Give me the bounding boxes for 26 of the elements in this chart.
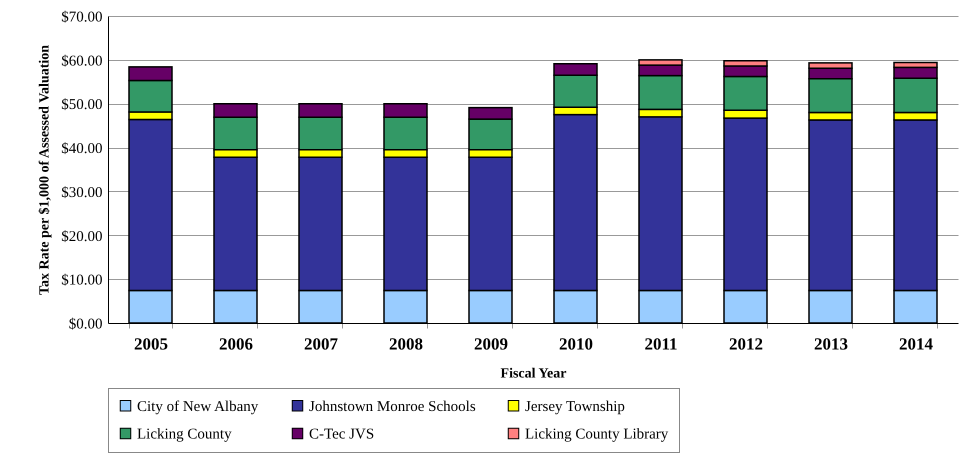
y-axis-title: Tax Rate per $1,000 of Assessed Valuation	[37, 44, 52, 296]
x-tick-label: 2007	[304, 334, 338, 354]
x-tick-label: 2010	[559, 334, 593, 354]
legend-label: City of New Albany	[137, 398, 259, 415]
x-tick-label: 2013	[814, 334, 848, 354]
y-tick-label: $10.00	[61, 272, 102, 289]
legend-label: Johnstown Monroe Schools	[309, 398, 476, 415]
x-tick-label: 2006	[219, 334, 253, 354]
legend-label: C-Tec JVS	[309, 426, 374, 442]
y-tick-label: $0.00	[68, 316, 102, 332]
legend-label: Licking County	[137, 426, 232, 442]
x-tick-label: 2008	[389, 334, 423, 354]
y-tick-label: $40.00	[61, 141, 102, 158]
x-tick-label: 2011	[644, 334, 678, 354]
x-axis-title: Fiscal Year	[500, 366, 566, 382]
x-tick-label: 2009	[474, 334, 508, 354]
x-tick-label: 2014	[899, 334, 934, 354]
y-tick-label: $70.00	[61, 10, 102, 26]
y-tick-label: $50.00	[61, 97, 102, 114]
y-tick-label: $20.00	[61, 228, 102, 245]
x-tick-label: 2005	[134, 334, 168, 354]
legend-label: Licking County Library	[525, 426, 669, 442]
legend-label: Jersey Township	[525, 398, 625, 415]
x-tick-label: 2012	[729, 334, 763, 354]
y-tick-label: $60.00	[61, 53, 102, 70]
y-tick-label: $30.00	[61, 184, 102, 201]
